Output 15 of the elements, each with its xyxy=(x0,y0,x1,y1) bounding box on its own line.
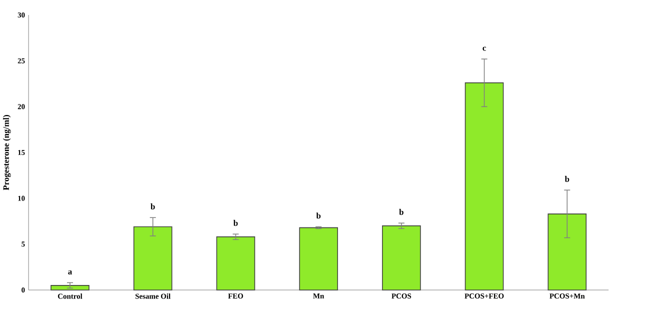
annotation: b xyxy=(150,203,155,210)
bar xyxy=(50,285,90,290)
annotation: b xyxy=(399,208,404,215)
bar xyxy=(548,214,587,290)
annotation: b xyxy=(316,212,321,219)
annotation: b xyxy=(233,220,238,226)
annotation: c xyxy=(482,46,486,51)
annotation: a xyxy=(68,270,72,274)
bar xyxy=(382,225,421,290)
bar xyxy=(299,227,338,290)
y-axis-title: Progesterone (ng/ml) xyxy=(2,115,11,190)
annotation: b xyxy=(564,176,570,182)
bar xyxy=(464,82,504,290)
bar xyxy=(133,226,172,290)
bar xyxy=(216,236,256,290)
